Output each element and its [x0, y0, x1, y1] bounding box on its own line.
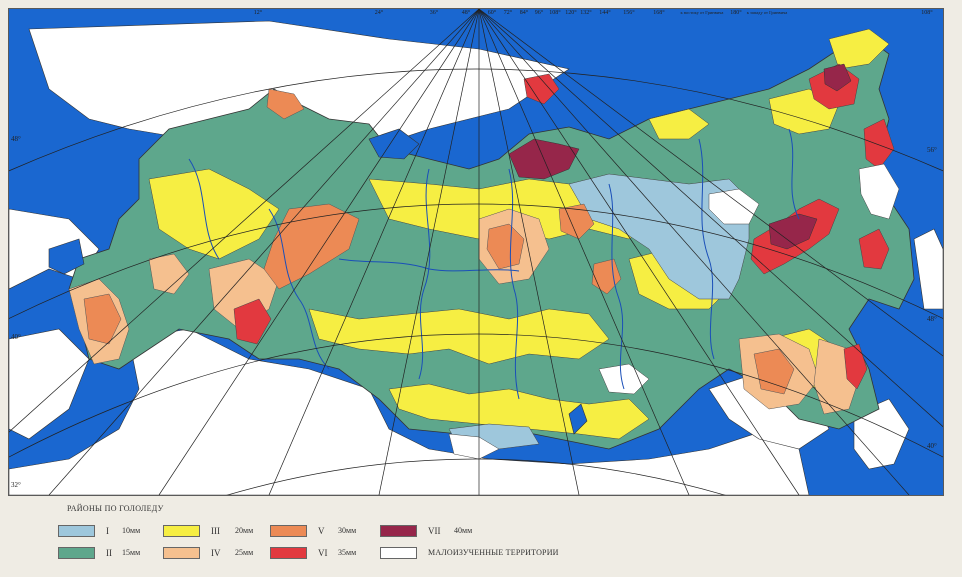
legend-value: 35мм: [338, 548, 357, 557]
legend-value: 40мм: [454, 526, 473, 535]
lon-label: 24°: [374, 10, 384, 16]
legend-title: РАЙОНЫ ПО ГОЛОЛЕДУ: [67, 504, 164, 513]
legend-value: 30мм: [338, 526, 357, 535]
legend-swatch: [58, 547, 95, 559]
lon-label: 156°: [623, 10, 635, 16]
lon-label: 48°: [461, 10, 471, 16]
lat-label-right: 48°: [927, 315, 937, 323]
legend-unexplored-label: МАЛОИЗУЧЕННЫЕ ТЕРРИТОРИИ: [428, 548, 559, 557]
legend-swatch: [163, 547, 200, 559]
legend-swatch: [163, 525, 200, 537]
legend-roman: V: [318, 526, 325, 536]
lon-label: 120°: [565, 10, 577, 16]
ice-regions-map: 12° 24° 36° 48° 60° 72° 84° 96° 108° 120…: [8, 8, 944, 496]
note-west: к западу от Гринвича: [746, 10, 788, 15]
graticule: [9, 9, 943, 495]
lat-label-right: 56°: [927, 146, 937, 154]
lon-label: 108°: [921, 10, 933, 16]
lon-label: 84°: [519, 10, 529, 16]
lon-label: 12°: [253, 10, 263, 16]
legend-roman: III: [211, 526, 220, 536]
legend-value: 20мм: [235, 526, 254, 535]
rivers: [188, 128, 800, 400]
lon-label: 96°: [534, 10, 544, 16]
russia-territory: [68, 28, 915, 460]
note-east: к востоку от Гринвича: [680, 10, 724, 15]
legend-swatch: [380, 547, 417, 559]
map-canvas: [9, 9, 943, 495]
lat-label-left: 32°: [11, 481, 21, 489]
lon-label: 36°: [429, 10, 439, 16]
unexplored-zones: [448, 163, 900, 460]
legend-swatch: [270, 547, 307, 559]
legend-swatch: [58, 525, 95, 537]
legend-value: 25мм: [235, 548, 254, 557]
lon-label: 72°: [503, 10, 513, 16]
lat-label-left: 48°: [11, 135, 21, 143]
lon-label: 108°: [549, 10, 561, 16]
lon-label: 168°: [653, 10, 665, 16]
legend-swatch: [270, 525, 307, 537]
lat-label-left: 40°: [11, 333, 21, 341]
legend-roman: IV: [211, 548, 221, 558]
legend-roman: VI: [318, 548, 328, 558]
lon-label: 144°: [599, 10, 611, 16]
inland-seas: [48, 128, 588, 435]
lon-label: 60°: [487, 10, 497, 16]
legend-roman: VII: [428, 526, 441, 536]
legend-roman: I: [106, 526, 109, 536]
legend-value: 15мм: [122, 548, 141, 557]
lon-label: 180°: [730, 10, 742, 16]
legend: РАЙОНЫ ПО ГОЛОЛЕДУ I 10мм II 15мм III 20…: [0, 496, 962, 577]
legend-roman: II: [106, 548, 112, 558]
lat-label-right: 40°: [927, 442, 937, 450]
legend-swatch: [380, 525, 417, 537]
legend-value: 10мм: [122, 526, 141, 535]
lon-label: 132°: [580, 10, 592, 16]
